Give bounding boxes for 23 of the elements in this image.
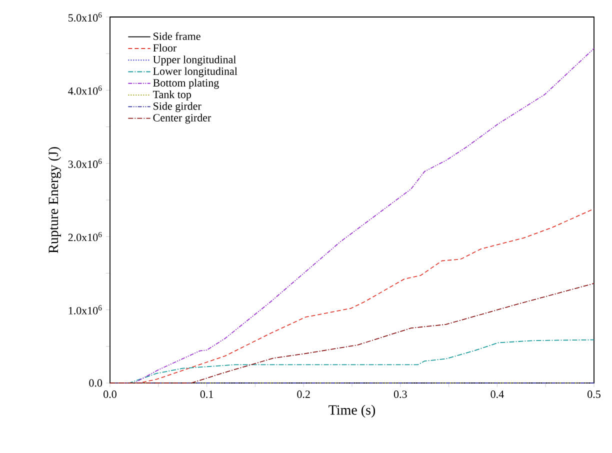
y-tick-label: 1.0x10$^{6}$ — [68, 305, 102, 314]
legend-label: Floor — [153, 44, 177, 52]
legend-label: Tank top — [153, 90, 192, 100]
x-tick-label: 0.2 — [297, 390, 310, 398]
y-tick-label: 4.0x10$^{6}$ — [68, 86, 102, 95]
y-tick-label: 3.0x10$^{6}$ — [68, 158, 102, 168]
line-series — [110, 283, 594, 384]
y-tick-label: 2.0x10$^{6}$ — [68, 232, 102, 242]
y-tick-label: 5.0x10$^{6}$ — [68, 12, 102, 22]
x-tick-label: 0.4 — [490, 390, 504, 398]
legend-label: Upper longitudinal — [153, 56, 236, 66]
legend-label: Lower longitudinal — [153, 67, 238, 78]
x-tick-label: 0.0 — [104, 390, 116, 398]
legend-label: Side frame — [154, 32, 200, 40]
legend-label: Bottom plating — [153, 78, 219, 89]
legend-label: Side girder — [154, 102, 202, 112]
x-tick-label: 0.3 — [394, 390, 407, 398]
x-tick-label: 0.1 — [200, 390, 214, 398]
legend-label: Center girder — [153, 114, 212, 124]
y-tick-label: 0.0 — [89, 379, 102, 387]
x-tick-label: 0.5 — [588, 390, 600, 398]
x-axis-title: Time (s) — [328, 404, 376, 418]
y-axis-title: Rupture Energy (J) — [48, 147, 62, 254]
